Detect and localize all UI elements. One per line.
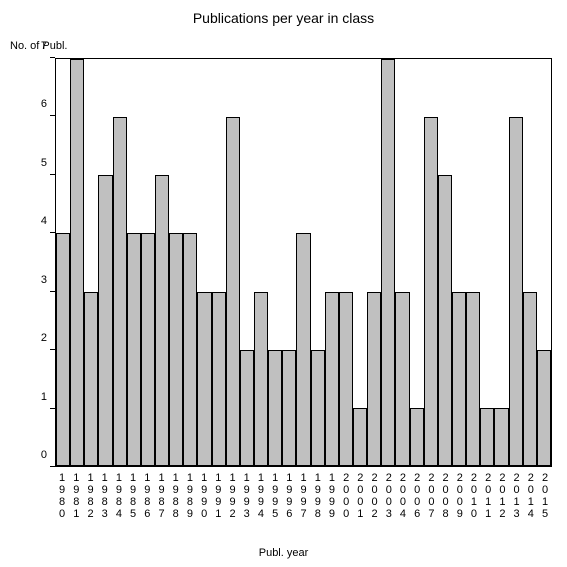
y-axis-ticks: 01234567 <box>0 58 55 467</box>
bar <box>311 350 325 466</box>
bar <box>395 292 409 466</box>
y-tick-label: 0 <box>41 449 47 461</box>
bar <box>480 408 494 466</box>
bar <box>183 233 197 466</box>
bar <box>537 350 551 466</box>
x-tick-label: 2004 <box>396 470 410 532</box>
x-tick-label: 2012 <box>495 470 509 532</box>
x-tick-label: 1984 <box>112 470 126 532</box>
bar <box>438 175 452 466</box>
x-tick-label: 2011 <box>481 470 495 532</box>
bar <box>325 292 339 466</box>
bar <box>197 292 211 466</box>
x-tick-label: 1981 <box>69 470 83 532</box>
bar <box>84 292 98 466</box>
x-tick-label: 1982 <box>83 470 97 532</box>
bar <box>367 292 381 466</box>
bar <box>127 233 141 466</box>
x-tick-label: 1999 <box>325 470 339 532</box>
x-tick-label: 1994 <box>254 470 268 532</box>
bar <box>254 292 268 466</box>
x-axis-label: Publ. year <box>0 547 567 559</box>
x-tick-label: 2010 <box>467 470 481 532</box>
x-tick-label: 1997 <box>296 470 310 532</box>
chart-container: Publications per year in class No. of Pu… <box>0 0 567 567</box>
y-tick-label: 5 <box>41 157 47 169</box>
x-tick-label: 1980 <box>55 470 69 532</box>
x-axis-ticks: 1980198119821983198419851986198719881989… <box>55 470 552 532</box>
x-tick-label: 1990 <box>197 470 211 532</box>
bar <box>466 292 480 466</box>
bar <box>70 59 84 466</box>
x-tick-label: 1992 <box>225 470 239 532</box>
x-tick-label: 1991 <box>211 470 225 532</box>
x-tick-label: 1989 <box>183 470 197 532</box>
x-tick-label: 1987 <box>154 470 168 532</box>
x-tick-label: 1995 <box>268 470 282 532</box>
bar <box>113 117 127 466</box>
bar <box>339 292 353 466</box>
bar <box>212 292 226 466</box>
bar <box>494 408 508 466</box>
bar <box>98 175 112 466</box>
y-tick-label: 7 <box>41 40 47 52</box>
bar <box>381 59 395 466</box>
y-tick-label: 2 <box>41 332 47 344</box>
bar <box>452 292 466 466</box>
bar <box>296 233 310 466</box>
x-tick-label: 1986 <box>140 470 154 532</box>
x-tick-label: 2013 <box>510 470 524 532</box>
bar <box>226 117 240 466</box>
bar <box>523 292 537 466</box>
y-tick-label: 1 <box>41 391 47 403</box>
bar <box>353 408 367 466</box>
x-tick-label: 2000 <box>339 470 353 532</box>
x-tick-label: 2006 <box>410 470 424 532</box>
bar <box>509 117 523 466</box>
y-tick-label: 3 <box>41 274 47 286</box>
bar <box>424 117 438 466</box>
x-tick-label: 2002 <box>367 470 381 532</box>
y-tick-label: 4 <box>41 215 47 227</box>
x-tick-label: 1998 <box>311 470 325 532</box>
x-tick-label: 2001 <box>353 470 367 532</box>
chart-title: Publications per year in class <box>0 10 567 26</box>
bar <box>169 233 183 466</box>
x-tick-label: 2003 <box>382 470 396 532</box>
bar <box>141 233 155 466</box>
x-tick-label: 1993 <box>240 470 254 532</box>
y-tick-label: 6 <box>41 98 47 110</box>
x-tick-label: 2008 <box>438 470 452 532</box>
x-tick-label: 2014 <box>524 470 538 532</box>
bar <box>282 350 296 466</box>
plot-area <box>55 58 552 467</box>
bars-group <box>56 59 551 466</box>
x-tick-label: 1996 <box>282 470 296 532</box>
x-tick-label: 1983 <box>98 470 112 532</box>
x-tick-label: 1988 <box>169 470 183 532</box>
x-tick-label: 2015 <box>538 470 552 532</box>
bar <box>56 233 70 466</box>
x-tick-label: 2007 <box>424 470 438 532</box>
x-tick-label: 1985 <box>126 470 140 532</box>
x-tick-label: 2009 <box>453 470 467 532</box>
bar <box>155 175 169 466</box>
bar <box>240 350 254 466</box>
y-axis-label: No. of Publ. <box>10 40 67 52</box>
bar <box>268 350 282 466</box>
bar <box>410 408 424 466</box>
